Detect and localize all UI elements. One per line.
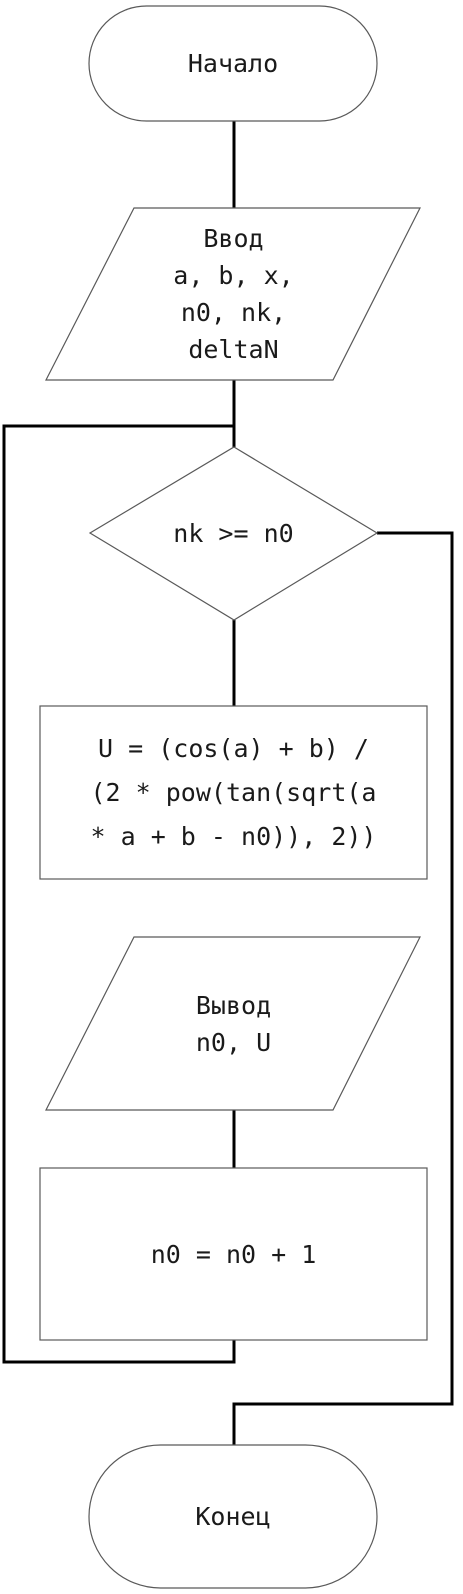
compute-label: U = (cos(a) + b) / (2 * pow(tan(sqrt(a *… bbox=[90, 733, 377, 851]
output-label: Вывод n0, U bbox=[195, 990, 272, 1057]
compute-process-box bbox=[39, 705, 428, 880]
connector-lines bbox=[2, 120, 454, 1445]
increment-label: n0 = n0 + 1 bbox=[150, 1239, 317, 1269]
condition-label: nk >= n0 bbox=[173, 519, 294, 548]
input-label: Ввод a, b, x, n0, nk, deltaN bbox=[173, 224, 294, 364]
input-parallelogram bbox=[45, 207, 421, 381]
edge-condition-end bbox=[232, 531, 454, 1445]
end-terminator bbox=[88, 1444, 378, 1589]
edge-loop-back bbox=[2, 424, 236, 1364]
start-terminator bbox=[88, 5, 378, 122]
end-label: Конец bbox=[195, 1502, 271, 1531]
condition-diamond bbox=[88, 446, 379, 621]
start-label: Начало bbox=[187, 49, 279, 78]
output-parallelogram bbox=[45, 936, 421, 1111]
increment-process-box bbox=[39, 1167, 428, 1341]
